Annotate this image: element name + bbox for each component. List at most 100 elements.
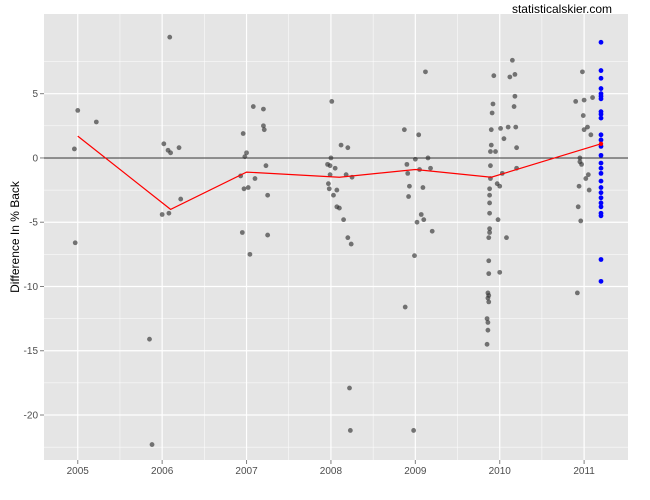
data-point <box>486 258 492 264</box>
x-tick-label: 2011 <box>573 466 595 477</box>
data-point <box>489 110 495 116</box>
data-point <box>420 185 426 190</box>
y-tick-label: -10 <box>24 282 39 293</box>
data-point <box>414 219 420 225</box>
data-point <box>497 183 503 189</box>
data-point <box>423 69 428 75</box>
highlight-point <box>598 190 604 196</box>
data-point <box>581 127 587 133</box>
data-point <box>404 161 410 167</box>
x-tick-label: 2006 <box>151 466 174 477</box>
data-point <box>486 271 492 277</box>
data-point <box>490 101 496 107</box>
data-point <box>72 240 78 246</box>
highlight-point <box>598 132 604 138</box>
highlight-point <box>598 115 604 121</box>
data-point <box>513 124 519 130</box>
highlight-point <box>598 137 604 143</box>
data-point <box>512 72 518 77</box>
data-point <box>242 154 248 160</box>
data-point <box>580 113 586 118</box>
data-point <box>512 93 518 99</box>
data-point <box>347 428 353 433</box>
y-tick-label: -5 <box>29 218 38 229</box>
data-point <box>147 336 152 342</box>
y-axis-title: Difference In % Back <box>8 180 22 293</box>
minor-gridlines <box>44 14 628 460</box>
data-point <box>576 183 582 189</box>
data-points <box>71 34 604 447</box>
data-point <box>407 183 412 189</box>
highlight-point <box>598 278 604 284</box>
highlight-point <box>598 68 604 73</box>
data-point <box>401 127 407 133</box>
data-point <box>580 69 585 75</box>
highlight-point <box>598 93 604 99</box>
highlight-point <box>598 195 604 201</box>
data-point <box>418 212 424 217</box>
data-point <box>488 149 493 154</box>
y-tick-label: -15 <box>24 346 39 357</box>
data-point <box>486 235 492 241</box>
highlight-point <box>598 152 604 158</box>
data-point <box>327 163 333 169</box>
data-point <box>575 204 581 210</box>
data-point <box>406 194 411 199</box>
data-point <box>425 155 431 161</box>
data-point <box>93 119 99 125</box>
data-point <box>263 163 269 169</box>
data-point <box>341 217 346 223</box>
y-tick-label: 5 <box>32 89 38 100</box>
highlight-point <box>598 111 604 117</box>
data-point <box>421 217 427 223</box>
data-point <box>509 57 515 63</box>
data-point <box>488 127 494 133</box>
data-point <box>485 320 491 325</box>
data-point <box>588 132 594 138</box>
data-point <box>429 228 435 234</box>
data-point <box>405 170 411 176</box>
data-point <box>328 155 334 161</box>
data-point <box>326 181 331 187</box>
data-point <box>484 341 490 347</box>
data-point <box>329 99 335 104</box>
data-point <box>485 327 491 333</box>
data-point <box>159 212 165 217</box>
data-point <box>497 269 503 275</box>
data-point <box>345 235 351 241</box>
highlight-point <box>598 170 604 176</box>
highlight-point <box>598 160 604 166</box>
data-point <box>581 97 587 103</box>
x-tick-label: 2010 <box>489 466 512 477</box>
data-point <box>161 141 167 147</box>
data-point <box>178 196 184 202</box>
highlight-point <box>598 165 604 171</box>
highlight-point <box>598 204 604 210</box>
data-point <box>583 176 589 181</box>
data-point <box>428 165 433 171</box>
data-point <box>514 145 520 151</box>
data-point <box>176 145 182 151</box>
highlight-point <box>598 86 604 91</box>
data-point <box>487 230 492 235</box>
highlight-point <box>598 200 604 206</box>
highlight-point <box>598 257 604 262</box>
x-tick-label: 2007 <box>235 466 258 477</box>
highlight-point <box>598 39 604 45</box>
data-point <box>491 73 497 79</box>
data-point <box>484 316 490 322</box>
data-point <box>168 150 173 156</box>
data-point <box>336 205 342 211</box>
data-point <box>504 235 509 241</box>
data-point <box>252 176 258 181</box>
data-point <box>411 428 417 433</box>
data-point <box>486 299 492 305</box>
data-point <box>239 230 245 235</box>
data-point <box>586 187 592 193</box>
data-point <box>488 142 494 148</box>
data-point <box>345 145 351 151</box>
data-point <box>505 124 511 130</box>
data-point <box>574 290 580 296</box>
data-point <box>240 131 246 136</box>
data-point <box>579 161 584 167</box>
